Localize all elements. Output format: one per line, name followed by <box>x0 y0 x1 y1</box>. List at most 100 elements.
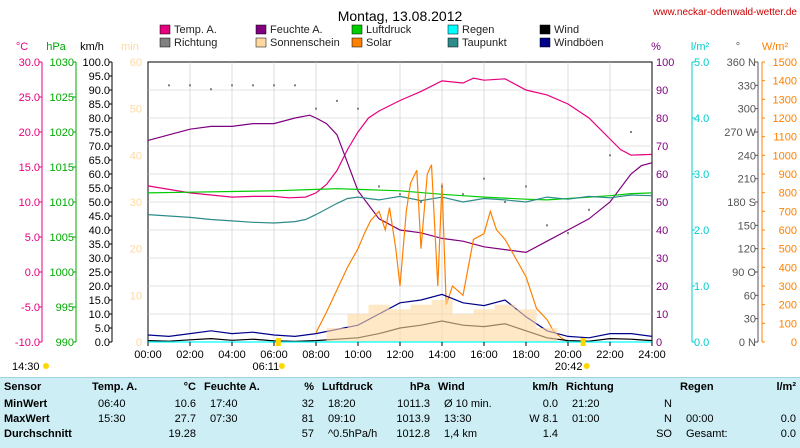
x-tick-label: 24:00 <box>638 349 666 361</box>
x-tick-label: 00:00 <box>134 349 162 361</box>
series-richtung-point <box>336 99 338 102</box>
axis-tick-label: 1005 <box>50 232 74 244</box>
legend-label: Windböen <box>554 37 604 49</box>
axis-tick-label: 1200 <box>773 113 797 125</box>
axis-tick-label: 15.0 <box>89 295 110 307</box>
legend-swatch <box>447 24 459 35</box>
legend-swatch <box>159 37 171 48</box>
series-richtung-point <box>168 84 170 87</box>
header-pressure: Luftdruck <box>322 381 373 393</box>
stats-cell: 13:30 <box>444 412 472 425</box>
stats-cell: 1,4 km <box>444 427 478 440</box>
header-rain-unit: l/m² <box>776 381 796 393</box>
legend-swatch <box>447 37 459 48</box>
axis-tick-label: 40 <box>656 225 668 237</box>
series-richtung-point <box>567 232 569 235</box>
header-humidity-unit: % <box>304 381 314 393</box>
header-rain: Regen <box>680 381 714 393</box>
axis-tick-label: 1300 <box>773 94 797 106</box>
series-richtung-point <box>462 193 464 196</box>
x-tick-label: 04:00 <box>218 349 246 361</box>
series-sonnenschein-bar <box>368 304 390 342</box>
axis-unit-label: °C <box>16 41 28 53</box>
stats-row: MinWert 06:40 10.6 17:40 32 18:20 1011.3 Ø 10 m… <box>0 396 800 411</box>
axis-tick-label: 10 <box>656 309 668 321</box>
axis-tick-label: 25.0 <box>89 267 110 279</box>
series-richtung-point <box>210 88 212 91</box>
series-richtung-point <box>231 84 233 87</box>
series-richtung-point <box>609 154 611 157</box>
stats-cell: Gesamt: <box>686 427 728 440</box>
legend-label: Feuchte A. <box>270 24 323 36</box>
series-richtung-point <box>588 208 590 211</box>
stats-cell: 81 <box>301 412 314 425</box>
legend-label: Solar <box>366 37 392 49</box>
x-tick-label: 16:00 <box>470 349 498 361</box>
stats-cell: 0.0 <box>542 397 558 410</box>
axis-tick-label: 80 <box>656 113 668 125</box>
axis-tick-label: 100.0 <box>82 57 110 69</box>
axis-tick-label: 1020 <box>50 127 74 139</box>
axis-tick-label: 20 <box>656 281 668 293</box>
axis-tick-label: 120 <box>738 244 756 256</box>
axis-tick-label: 30 <box>744 314 756 326</box>
legend-label: Richtung <box>174 37 217 49</box>
stats-cell <box>88 426 150 441</box>
series-richtung-point <box>189 84 191 87</box>
axis-tick-label: 90 O <box>732 267 756 279</box>
legend-swatch <box>351 24 363 35</box>
x-tick-label: 02:00 <box>176 349 204 361</box>
axis-tick-label: 1400 <box>773 76 797 88</box>
stats-cell: W 8.1 <box>529 412 558 425</box>
sun-icon <box>43 363 49 369</box>
axis-tick-label: 35.0 <box>89 239 110 251</box>
series-richtung-point <box>147 84 149 87</box>
stats-table: Sensor Temp. A. °C Feuchte A. % Luftdruc… <box>0 378 800 441</box>
sun-markers: 06:11 20:42 14:30 <box>12 338 590 373</box>
series-windb-en-line <box>147 293 653 339</box>
stats-cell: 32 <box>301 397 314 410</box>
stats-cell: 0.0 <box>780 427 796 440</box>
stats-body: MinWert 06:40 10.6 17:40 32 18:20 1011.3 Ø 10 m… <box>0 396 800 441</box>
stats-cell <box>200 426 262 441</box>
axis-tick-label: 0.0 <box>25 267 40 279</box>
legend-label: Temp. A. <box>174 24 217 36</box>
x-tick-label: 22:00 <box>596 349 624 361</box>
axis-unit-label: hPa <box>46 41 66 53</box>
axis-tick-label: 800 <box>779 188 797 200</box>
series-richtung-point <box>273 84 275 87</box>
axis-tick-label: 240 <box>738 150 756 162</box>
axis-unit-labels: °C hPa km/h min% l/m² ° W/m² <box>16 41 789 53</box>
series-richtung-point <box>546 224 548 227</box>
series-sonnenschein-bar <box>389 309 411 342</box>
stats-row: MaxWert 15:30 27.7 07:30 81 09:10 1013.9 13:30 W… <box>0 411 800 426</box>
axis-tick-label: 0 <box>791 337 797 349</box>
axis-tick-label: 0 N <box>739 337 756 349</box>
axis-tick-label: 45.0 <box>89 211 110 223</box>
chart-start-label: 14:30 <box>12 361 40 373</box>
stats-row-label: MaxWert <box>4 412 50 425</box>
axis-tick-label: -10.0 <box>15 337 40 349</box>
axis-tick-label: 5.0 <box>95 323 110 335</box>
axis-tick-label: 70.0 <box>89 141 110 153</box>
legend-swatch <box>539 37 551 48</box>
header-humidity: Feuchte A. <box>204 381 260 393</box>
axis-tick-label: 10.0 <box>89 309 110 321</box>
axis-tick-label: 330 <box>738 80 756 92</box>
series-sonnenschein-bar <box>347 314 369 342</box>
site-link[interactable]: www.neckar-odenwald-wetter.de <box>652 7 797 18</box>
axis-tick-label: 20.0 <box>19 127 40 139</box>
axis-tick-label: 1025 <box>50 92 74 104</box>
axis-tick-label: 180 S <box>727 197 756 209</box>
axis-tick-label: -5.0 <box>21 302 40 314</box>
series-sonnenschein-bar <box>515 309 537 342</box>
axis-tick-label: 300 <box>779 281 797 293</box>
axis-tick-label: 60 <box>744 290 756 302</box>
stats-cell: 1013.9 <box>396 412 430 425</box>
stats-cell: 15:30 <box>98 412 126 425</box>
header-pressure-unit: hPa <box>409 381 430 393</box>
header-sensor: Sensor <box>4 381 42 393</box>
axis-tick-label: 80.0 <box>89 113 110 125</box>
header-wind: Wind <box>438 381 465 393</box>
axis-tick-label: 0.0 <box>95 337 110 349</box>
